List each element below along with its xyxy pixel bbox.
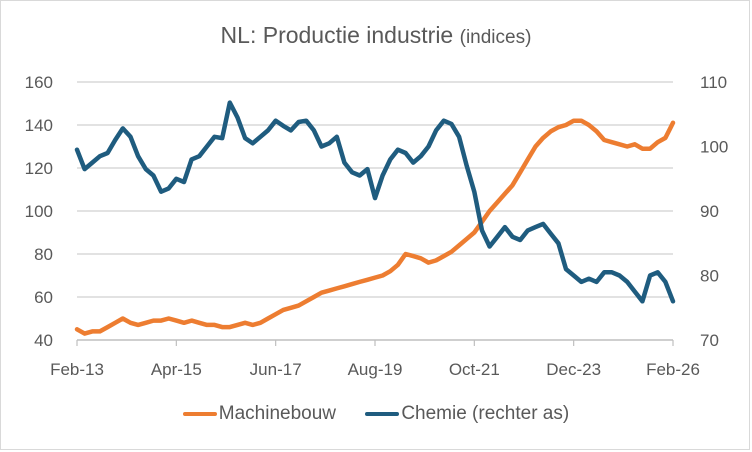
chart-title-main: NL: Productie industrie	[220, 22, 454, 48]
legend-item-machinebouw[interactable]: Machinebouw	[182, 403, 337, 425]
y-left-tick-label: 80	[34, 245, 53, 264]
y-right-tick-label: 110	[700, 73, 727, 92]
chart-title: NL: Productie industrie (indices)	[0, 22, 752, 49]
x-axis: Feb-13 Apr-15 Jun-17 Aug-19 Oct-21 Dec-23 Feb-…	[50, 340, 700, 379]
series-line-chemie	[74, 100, 676, 304]
x-tick-label: Apr-15	[151, 360, 202, 379]
x-tick-label: Dec-23	[546, 360, 601, 379]
y-axis-right: 110 100 90 80 70	[700, 73, 728, 350]
y-right-tick-label: 70	[700, 331, 719, 350]
y-axis-left: 160 140 120 100 80 60 40	[25, 73, 53, 350]
x-tick-label: Feb-26	[646, 360, 700, 379]
y-left-tick-label: 140	[25, 116, 53, 135]
x-tick-label: Aug-19	[348, 360, 403, 379]
legend-swatch-machinebouw	[182, 412, 217, 416]
gridlines	[77, 81, 673, 341]
legend: Machinebouw Chemie (rechter as)	[0, 400, 752, 425]
y-right-tick-label: 80	[700, 267, 719, 286]
y-left-tick-label: 40	[34, 331, 53, 350]
series-lines	[74, 100, 676, 336]
y-left-tick-label: 120	[25, 159, 53, 178]
y-left-tick-label: 160	[25, 73, 53, 92]
x-tick-label: Jun-17	[250, 360, 302, 379]
y-left-tick-label: 60	[34, 288, 53, 307]
x-tick-label: Feb-13	[50, 360, 104, 379]
y-right-tick-label: 100	[700, 138, 728, 157]
legend-label-machinebouw: Machinebouw	[218, 403, 337, 424]
series-line-machinebouw	[74, 118, 676, 336]
chart-title-subtitle: (indices)	[459, 27, 532, 48]
x-tick-label: Oct-21	[449, 360, 500, 379]
y-right-tick-label: 90	[700, 202, 719, 221]
y-left-tick-label: 100	[25, 202, 53, 221]
legend-swatch-chemie	[365, 412, 400, 416]
legend-label-chemie: Chemie (rechter as)	[401, 403, 570, 424]
legend-item-chemie[interactable]: Chemie (rechter as)	[365, 403, 569, 425]
